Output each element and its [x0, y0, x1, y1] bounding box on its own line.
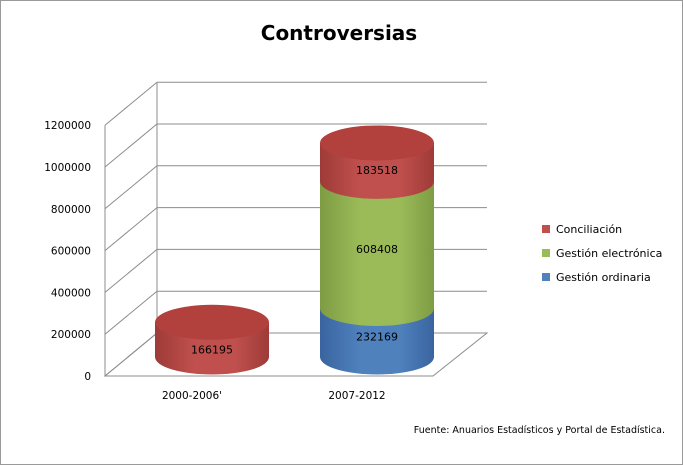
- y-axis-ticks: 0 200000 400000 600000 800000 1000000 1200000: [44, 120, 91, 383]
- source-note: Fuente: Anuarios Estadísticos y Portal d…: [414, 425, 665, 436]
- x-axis-categories: 2000-2006' 2007-2012: [162, 390, 386, 402]
- legend-swatch: [542, 249, 550, 257]
- chart-title: Controversias: [261, 21, 417, 45]
- side-wall-gridline: [104, 207, 158, 251]
- bar-segment: [320, 308, 434, 375]
- legend-label: Gestión electrónica: [556, 247, 662, 260]
- y-tick-label: 200000: [51, 329, 91, 341]
- floor: [103, 332, 489, 377]
- data-label: 183518: [356, 164, 398, 177]
- side-wall-gridline: [104, 123, 158, 168]
- side-wall-gridline: [104, 165, 158, 210]
- legend-label: Conciliación: [556, 223, 622, 236]
- chart-bars: 166195 232169 608408 183518: [155, 125, 434, 375]
- data-label: 608408: [356, 243, 398, 256]
- data-label: 166195: [191, 344, 233, 357]
- category-label: 2000-2006': [162, 390, 222, 402]
- y-tick-label: 600000: [51, 246, 91, 258]
- legend-swatch: [542, 225, 550, 233]
- y-tick-label: 400000: [51, 287, 91, 299]
- side-wall-gridline: [104, 81, 158, 126]
- legend-label: Gestión ordinaria: [556, 271, 651, 284]
- bar-top: [320, 125, 434, 161]
- data-label: 232169: [356, 331, 398, 344]
- y-tick-label: 800000: [51, 204, 91, 216]
- legend-swatch: [542, 273, 550, 281]
- bar-segment: [320, 181, 434, 326]
- side-wall-gridline: [104, 249, 158, 293]
- y-tick-label: 0: [84, 371, 91, 383]
- bar-top: [155, 304, 269, 340]
- y-tick-label: 1200000: [44, 120, 91, 132]
- chart-legend: Conciliación Gestión electrónica Gestión o…: [542, 223, 662, 284]
- category-label: 2007-2012: [328, 390, 385, 402]
- y-tick-label: 1000000: [44, 162, 91, 174]
- side-wall-gridline: [104, 290, 158, 335]
